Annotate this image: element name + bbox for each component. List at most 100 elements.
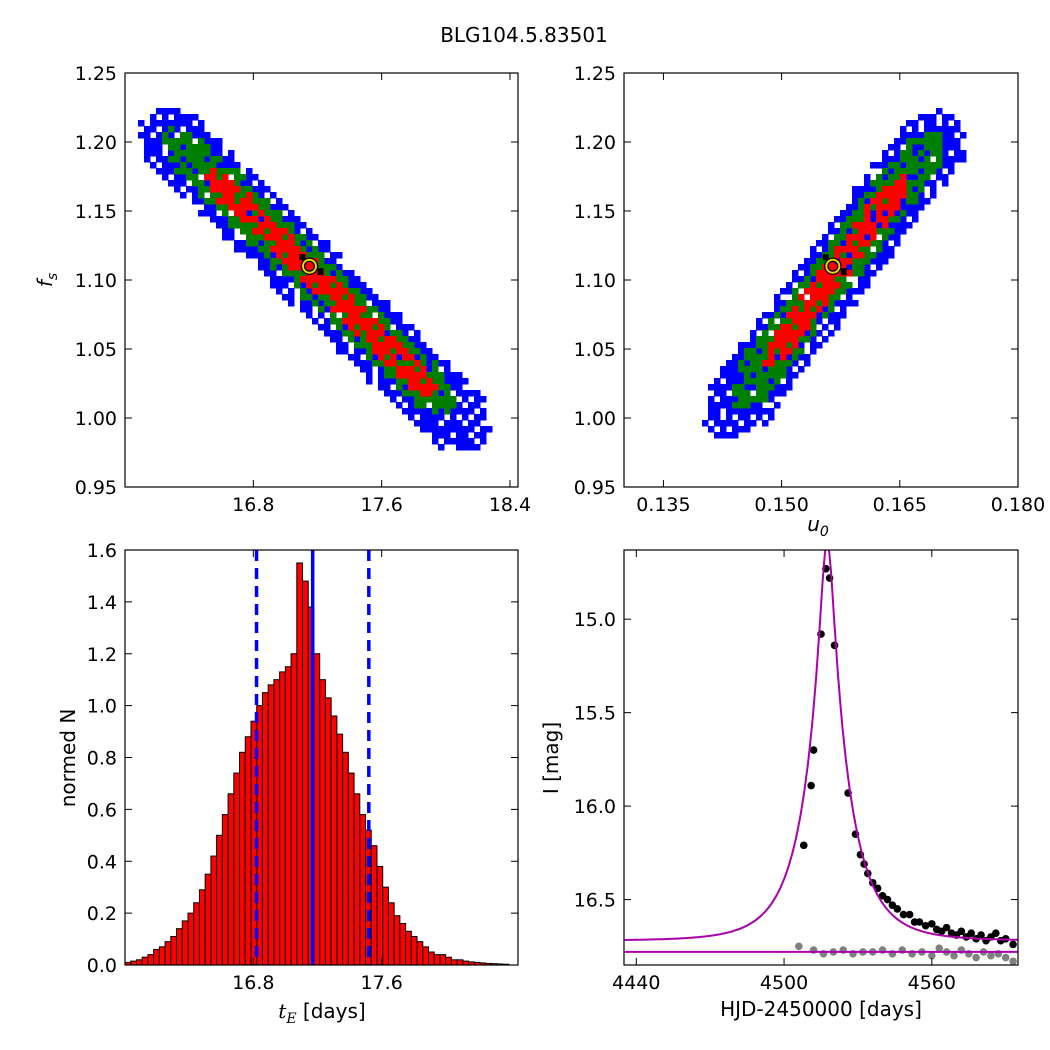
middle-region-cell <box>390 348 397 355</box>
middle-region-cell <box>918 150 925 157</box>
middle-region-cell <box>414 348 421 355</box>
outer-region-cell <box>414 330 421 337</box>
outer-region-cell <box>888 156 895 163</box>
middle-region-cell <box>804 276 811 283</box>
hist-bar <box>370 845 378 966</box>
outer-region-cell <box>726 396 733 403</box>
inner-region-cell <box>870 234 877 241</box>
outer-region-cell <box>930 180 937 187</box>
inner-region-cell <box>384 360 391 367</box>
outer-region-cell <box>270 252 277 259</box>
middle-region-cell <box>198 180 205 187</box>
outer-region-cell <box>846 210 853 217</box>
outer-region-cell <box>162 120 169 127</box>
tE-fs-best-cell <box>299 254 306 261</box>
outer-region-cell <box>906 132 913 139</box>
inner-region-cell <box>420 372 427 379</box>
middle-region-cell <box>276 216 283 223</box>
u0-fs-xtick-label: 0.165 <box>873 494 927 516</box>
outer-region-cell <box>204 138 211 145</box>
middle-region-cell <box>324 264 331 271</box>
outer-region-cell <box>480 432 487 439</box>
middle-region-cell <box>336 324 343 331</box>
inner-region-cell <box>234 186 241 193</box>
middle-region-cell <box>264 228 271 235</box>
middle-region-cell <box>918 186 925 193</box>
outer-region-cell <box>318 246 325 253</box>
outer-region-cell <box>426 414 433 421</box>
inner-region-cell <box>330 288 337 295</box>
middle-region-cell <box>252 222 259 229</box>
outer-region-cell <box>450 384 457 391</box>
hist-bar <box>210 855 218 966</box>
outer-region-cell <box>786 288 793 295</box>
middle-region-cell <box>354 324 361 331</box>
outer-region-cell <box>942 150 949 157</box>
inner-region-cell <box>330 294 337 301</box>
tE-fs-xtick-label: 17.6 <box>360 494 402 516</box>
middle-region-cell <box>924 132 931 139</box>
middle-region-cell <box>198 138 205 145</box>
u0-fs-ytick-label: 0.95 <box>574 477 616 499</box>
middle-region-cell <box>930 162 937 169</box>
middle-region-cell <box>924 138 931 145</box>
outer-region-cell <box>420 426 427 433</box>
middle-region-cell <box>744 402 751 409</box>
outer-region-cell <box>318 312 325 319</box>
outer-region-cell <box>780 384 787 391</box>
outer-region-cell <box>234 240 241 247</box>
hist-bar <box>393 915 401 966</box>
outer-region-cell <box>732 378 739 385</box>
inner-region-cell <box>264 216 271 223</box>
outer-region-cell <box>828 222 835 229</box>
outer-region-cell <box>894 156 901 163</box>
middle-region-cell <box>810 264 817 271</box>
inner-region-cell <box>840 258 847 265</box>
middle-region-cell <box>198 192 205 199</box>
middle-region-cell <box>444 402 451 409</box>
outer-region-cell <box>912 144 919 151</box>
inner-region-cell <box>228 180 235 187</box>
inner-region-cell <box>288 252 295 259</box>
outer-region-cell <box>138 132 145 139</box>
middle-region-cell <box>444 408 451 415</box>
outer-region-cell <box>318 240 325 247</box>
middle-region-cell <box>900 156 907 163</box>
middle-region-cell <box>804 282 811 289</box>
middle-region-cell <box>414 396 421 403</box>
inner-region-cell <box>282 246 289 253</box>
inner-region-cell <box>858 222 865 229</box>
inner-region-cell <box>348 312 355 319</box>
inner-region-cell <box>888 186 895 193</box>
inner-region-cell <box>786 324 793 331</box>
inner-region-cell <box>372 342 379 349</box>
outer-region-cell <box>864 234 871 241</box>
outer-region-cell <box>366 294 373 301</box>
outer-region-cell <box>954 138 961 145</box>
middle-region-cell <box>330 264 337 271</box>
middle-region-cell <box>450 402 457 409</box>
middle-region-cell <box>774 378 781 385</box>
outer-region-cell <box>840 216 847 223</box>
outer-region-cell <box>792 372 799 379</box>
outer-region-cell <box>852 198 859 205</box>
outer-region-cell <box>834 324 841 331</box>
inner-region-cell <box>360 318 367 325</box>
outer-region-cell <box>372 300 379 307</box>
middle-region-cell <box>192 156 199 163</box>
inner-region-cell <box>348 324 355 331</box>
middle-region-cell <box>378 360 385 367</box>
outer-region-cell <box>234 246 241 253</box>
middle-region-cell <box>264 240 271 247</box>
inner-region-cell <box>414 378 421 385</box>
inner-region-cell <box>810 312 817 319</box>
outer-region-cell <box>930 114 937 121</box>
hist-bar <box>261 692 269 966</box>
middle-region-cell <box>216 204 223 211</box>
inner-region-cell <box>270 228 277 235</box>
middle-region-cell <box>390 330 397 337</box>
outer-region-cell <box>324 330 331 337</box>
inner-region-cell <box>876 204 883 211</box>
hist-ytick-label: 0.8 <box>87 748 117 770</box>
outer-region-cell <box>462 396 469 403</box>
